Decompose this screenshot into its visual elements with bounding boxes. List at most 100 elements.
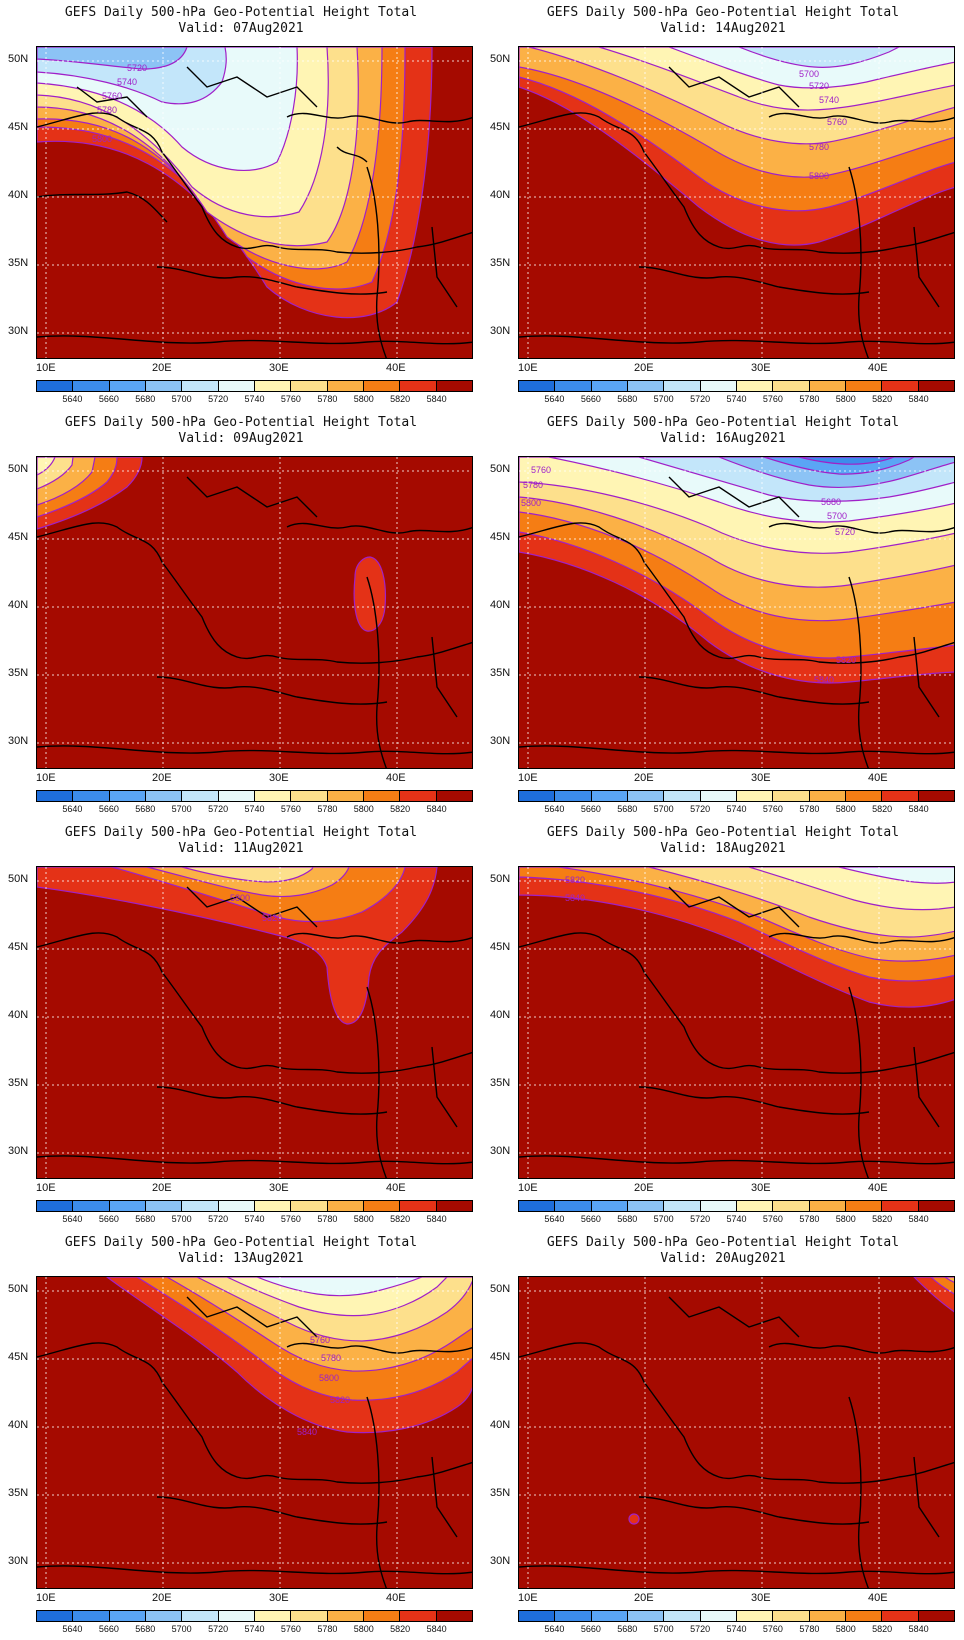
panel-subtitle: Valid: 14Aug2021 — [660, 21, 786, 36]
colorbar-label: 5760 — [762, 394, 783, 404]
colorbar-swatch — [627, 1611, 665, 1621]
lat-label: 50N — [8, 873, 29, 885]
colorbar-label: 5680 — [135, 1624, 156, 1634]
colorbar-label: 5840 — [908, 804, 929, 814]
lon-label: 20E — [152, 1182, 172, 1194]
colorbar-swatch — [291, 791, 328, 801]
lat-label: 35N — [490, 1077, 511, 1089]
colorbar-label: 5700 — [653, 804, 674, 814]
colorbar — [518, 1200, 955, 1212]
colorbar-swatch — [400, 381, 437, 391]
graticule — [519, 867, 954, 1178]
contour-label: 5740 — [117, 77, 137, 87]
colorbar-swatch — [291, 381, 328, 391]
colorbar-label: 5640 — [544, 1214, 565, 1224]
lon-label: 10E — [36, 362, 56, 374]
colorbar-swatch — [37, 381, 74, 391]
colorbar-swatch — [400, 1611, 437, 1621]
height-field — [519, 47, 954, 358]
colorbar-swatch — [145, 381, 183, 391]
colorbar-swatch — [109, 791, 146, 801]
colorbar-label: 5780 — [317, 1214, 338, 1224]
graticule — [37, 867, 472, 1178]
lon-label: 30E — [269, 772, 289, 784]
colorbar-label: 5640 — [62, 804, 83, 814]
colorbar-swatch — [400, 1201, 437, 1211]
lat-label: 30N — [8, 325, 29, 337]
lat-label: 50N — [8, 53, 29, 65]
lon-label: 30E — [269, 362, 289, 374]
graticule — [37, 47, 472, 358]
map-area — [518, 1276, 955, 1589]
colorbar-swatch — [145, 1611, 183, 1621]
coastlines — [519, 886, 954, 1178]
colorbar-swatch — [436, 1201, 472, 1211]
colorbar-swatch — [73, 1201, 110, 1211]
graticule — [519, 47, 954, 358]
map-panel-09aug: GEFS Daily 500-hPa Geo-Potential Height … — [0, 410, 482, 820]
map-panel-07aug: GEFS Daily 500-hPa Geo-Potential Height … — [0, 0, 482, 410]
colorbar-swatch — [845, 791, 883, 801]
colorbar-swatch — [845, 381, 883, 391]
panel-subtitle: Valid: 20Aug2021 — [660, 1251, 786, 1266]
colorbar-swatch — [327, 1201, 364, 1211]
colorbar — [36, 380, 473, 392]
colorbar-label: 5760 — [762, 1214, 783, 1224]
panel-title: GEFS Daily 500-hPa Geo-Potential Height … — [64, 1235, 418, 1250]
contour-label: 5840 — [565, 893, 585, 903]
colorbar-label: 5780 — [799, 394, 820, 404]
colorbar-label: 5760 — [762, 804, 783, 814]
contour-label: 5780 — [321, 1353, 341, 1363]
colorbar-label: 5640 — [62, 394, 83, 404]
colorbar-label: 5720 — [208, 1214, 229, 1224]
panel-subtitle: Valid: 16Aug2021 — [660, 431, 786, 446]
colorbar-label: 5700 — [171, 394, 192, 404]
colorbar-swatch — [882, 1201, 919, 1211]
colorbar — [518, 1610, 955, 1622]
lon-label: 30E — [751, 772, 771, 784]
contour-label: 5680 — [821, 497, 841, 507]
contour-label: 5800 — [92, 134, 112, 144]
lon-label: 40E — [386, 362, 406, 374]
colorbar-swatch — [145, 791, 183, 801]
colorbar — [518, 790, 955, 802]
colorbar-swatch — [254, 381, 292, 391]
colorbar-label: 5840 — [426, 394, 447, 404]
colorbar-label: 5660 — [580, 394, 601, 404]
lon-label: 20E — [152, 362, 172, 374]
coastlines — [37, 476, 472, 768]
colorbar-label: 5680 — [617, 1214, 638, 1224]
colorbar-label: 5660 — [580, 1624, 601, 1634]
colorbar-swatch — [327, 791, 364, 801]
colorbar-label: 5680 — [617, 804, 638, 814]
lon-label: 20E — [152, 772, 172, 784]
panel-title: GEFS Daily 500-hPa Geo-Potential Height … — [64, 415, 418, 430]
lon-label: 40E — [386, 1592, 406, 1604]
contour-label: 5720 — [127, 63, 147, 73]
map-area: 5800 5820 — [36, 866, 473, 1179]
colorbar-swatch — [773, 791, 810, 801]
colorbar-label: 5800 — [353, 804, 374, 814]
colorbar-swatch — [254, 1201, 292, 1211]
graticule — [37, 1277, 472, 1588]
colorbar-label: 5700 — [653, 1214, 674, 1224]
colorbar-label: 5800 — [835, 394, 856, 404]
colorbar-swatch — [182, 791, 219, 801]
colorbar-label: 5740 — [244, 1214, 265, 1224]
colorbar-swatch — [882, 791, 919, 801]
colorbar-label: 5640 — [62, 1214, 83, 1224]
colorbar-label: 5820 — [872, 394, 893, 404]
colorbar-label: 5760 — [280, 1624, 301, 1634]
map-area: 5720 5740 5760 5780 5800 — [36, 46, 473, 359]
colorbar-label: 5640 — [544, 394, 565, 404]
colorbar-swatch — [664, 1201, 701, 1211]
colorbar-swatch — [882, 1611, 919, 1621]
colorbar-swatch — [109, 1611, 146, 1621]
coastlines — [37, 66, 472, 358]
lat-label: 50N — [8, 463, 29, 475]
contour-label: 5720 — [809, 81, 829, 91]
colorbar-swatch — [664, 1611, 701, 1621]
colorbar — [518, 380, 955, 392]
colorbar-label: 5840 — [426, 1214, 447, 1224]
colorbar-swatch — [73, 791, 110, 801]
